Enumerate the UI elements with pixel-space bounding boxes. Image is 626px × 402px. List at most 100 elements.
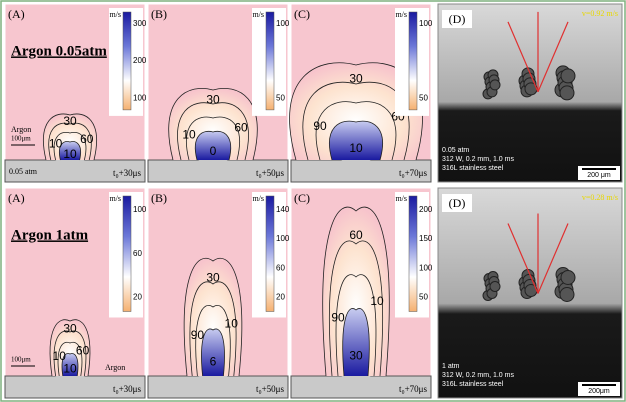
contour: [59, 141, 81, 161]
gas-label: Argon: [105, 363, 125, 372]
colorbar-tick: 100: [276, 19, 290, 28]
trajectory: [507, 21, 539, 93]
colorbar-tick: 100: [276, 234, 290, 243]
panel-label: (C): [294, 7, 310, 21]
contour-label: 6: [210, 354, 217, 368]
contour: [57, 341, 83, 377]
row-title: Argon 0.05atm: [11, 43, 107, 59]
contour-label: 90: [191, 328, 205, 342]
colorbar: [265, 11, 275, 111]
contour-label: 10: [349, 141, 363, 155]
panel-label: (C): [294, 191, 310, 205]
colorbar: [408, 195, 418, 312]
contour-label: 90: [331, 310, 345, 324]
time-label: t₀+30μs: [113, 384, 142, 394]
contour-label: 90: [313, 119, 327, 133]
panel-label: (B): [151, 7, 167, 21]
colorbar-unit: m/s: [252, 10, 264, 19]
contour: [335, 274, 377, 377]
time-label: t₀+50μs: [256, 384, 285, 394]
colorbar: [122, 195, 132, 312]
colorbar-tick: 300: [133, 19, 147, 28]
photo-label: (D): [449, 196, 466, 210]
contour-label: 30: [63, 321, 77, 335]
particle: [489, 79, 501, 91]
particle: [559, 287, 575, 302]
label-box: [442, 194, 472, 212]
trajectory: [537, 21, 569, 93]
contour-label: 30: [206, 270, 220, 284]
colorbar-tick: 50: [419, 93, 428, 102]
contour-label: 0: [210, 144, 217, 158]
particle: [559, 85, 575, 101]
contour: [329, 120, 383, 161]
contour-label: 30: [349, 71, 363, 85]
row-title: Argon 1atm: [11, 227, 89, 243]
colorbar-tick: 60: [133, 249, 142, 258]
contour-label: 10: [225, 316, 239, 330]
contour: [195, 305, 231, 377]
colorbar-tick: 100: [419, 263, 433, 272]
colorbar-tick: 50: [419, 293, 428, 302]
contour: [342, 308, 370, 377]
colorbar-unit: m/s: [109, 10, 121, 19]
scale-label: 100μm: [11, 135, 31, 143]
photo-info: 0.05 atm: [442, 147, 469, 154]
contour-label: 60: [349, 228, 363, 242]
photo-info: 1 atm: [442, 363, 460, 370]
trajectory: [537, 223, 569, 294]
contour-label: 30: [349, 348, 363, 362]
colorbar: [408, 11, 418, 111]
contour: [315, 101, 397, 161]
contour-label: 60: [76, 343, 90, 357]
photo-info: 312 W, 0.2 mm, 1.0 ms: [442, 372, 514, 379]
colorbar-unit: m/s: [395, 10, 407, 19]
label-box: [442, 10, 472, 28]
photo-label: (D): [449, 12, 466, 26]
panel-label: (A): [8, 7, 25, 21]
colorbar-tick: 50: [276, 93, 285, 102]
contour: [186, 116, 240, 161]
photo-info: 316L stainless steel: [442, 165, 504, 172]
colorbar-tick: 150: [419, 234, 433, 243]
contour: [195, 130, 231, 161]
trajectory: [507, 223, 539, 294]
contour: [177, 102, 249, 161]
contour: [329, 240, 383, 377]
contour-label: 10: [63, 147, 77, 161]
colorbar-tick: 100: [419, 19, 433, 28]
colorbar-tick: 100: [133, 205, 147, 214]
time-label: t₀+30μs: [113, 168, 142, 178]
colorbar-unit: m/s: [252, 194, 264, 203]
contour-label: 60: [234, 121, 248, 135]
contour: [201, 328, 225, 377]
colorbar-tick: 60: [276, 263, 285, 272]
colorbar-tick: 140: [276, 205, 290, 214]
contour: [61, 353, 79, 377]
speed-label: v=0.28 m/s: [582, 193, 618, 202]
particle: [489, 281, 501, 292]
time-label: t₀+70μs: [399, 168, 428, 178]
gas-label: Argon: [11, 125, 31, 134]
colorbar-unit: m/s: [395, 194, 407, 203]
contour: [189, 281, 237, 377]
colorbar-tick: 200: [419, 205, 433, 214]
speed-label: v=0.92 m/s: [582, 9, 618, 18]
contour-label: 30: [206, 93, 220, 107]
contour-label: 10: [182, 128, 196, 142]
particle: [560, 270, 576, 285]
contour-label: 60: [80, 132, 94, 146]
contour: [53, 330, 87, 377]
pressure-label: 0.05 atm: [9, 167, 38, 176]
contour-label: 10: [49, 136, 63, 150]
colorbar-tick: 20: [133, 293, 142, 302]
photo-scale-label: 200μm: [588, 388, 610, 395]
photo-info: 312 W, 0.2 mm, 1.0 ms: [442, 156, 514, 163]
photo-info: 316L stainless steel: [442, 381, 504, 388]
contour: [53, 131, 87, 161]
scale-label: 100μm: [11, 356, 31, 364]
colorbar: [265, 195, 275, 312]
colorbar-tick: 20: [276, 293, 285, 302]
contour-label: 10: [63, 362, 77, 376]
